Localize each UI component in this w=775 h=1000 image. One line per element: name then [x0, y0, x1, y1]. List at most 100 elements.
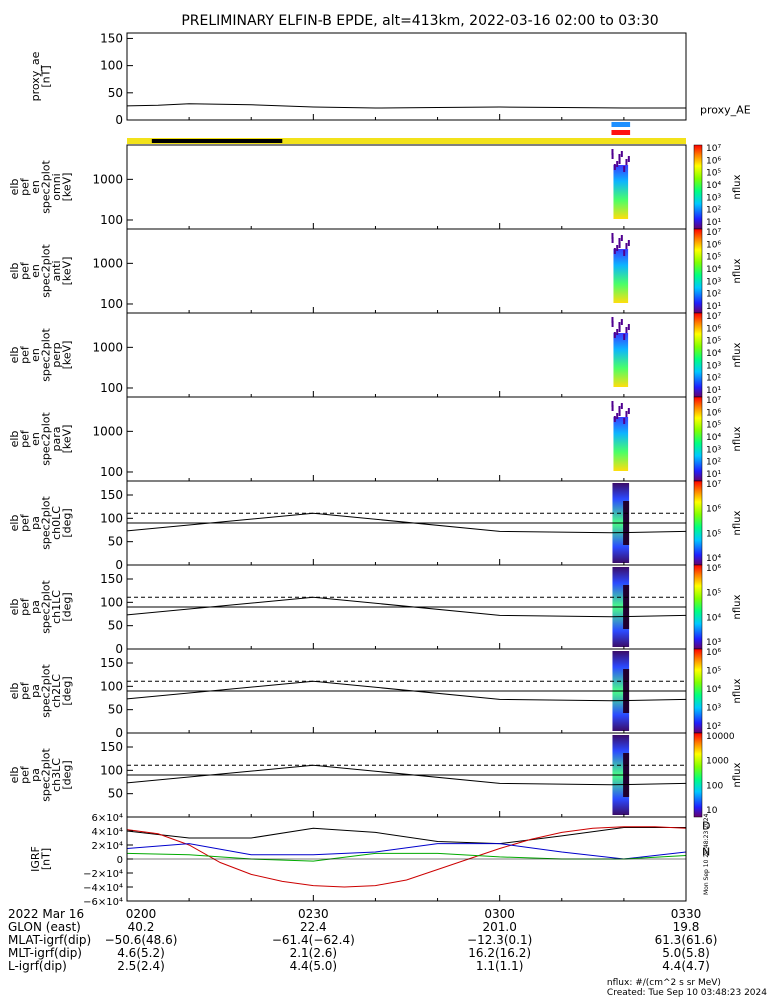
x-row-label-mlt: MLT-igrf(dip)	[8, 946, 82, 960]
spectrogram-speckle	[620, 151, 623, 157]
colorbar-tick-label: 10	[706, 806, 718, 816]
colorbar-tick-label: 10⁵	[706, 529, 721, 539]
panel-pa_ch0LC: 10⁷ 10⁶ 10⁵ 10⁴ nflux 150 100 50 0 elbpefpaspec2p…	[8, 480, 743, 572]
y-axis-label: pef	[18, 429, 31, 448]
spectrogram-speckle	[627, 408, 630, 414]
y-tick-label: −4×10⁴	[83, 883, 123, 894]
y-axis-label: ch1LC	[50, 590, 63, 624]
x-value-date: 0200	[126, 907, 157, 921]
spectrogram-speckle	[627, 324, 630, 330]
spectrogram-speckle	[625, 159, 628, 165]
colorbar-tick-label: 10⁵	[706, 253, 721, 263]
y-axis-label: IGRF	[29, 846, 42, 872]
y-axis-label: [deg]	[60, 760, 73, 789]
spectrogram-speckle	[611, 321, 614, 327]
spectrogram-speckle	[627, 240, 630, 246]
colorbar-tick-label: 10⁴	[706, 265, 721, 275]
figure-title: PRELIMINARY ELFIN-B EPDE, alt=413km, 202…	[181, 13, 658, 29]
y-axis-label: spec2plot	[39, 580, 52, 634]
x-value-glon: 40.2	[128, 920, 155, 934]
x-value-mlt: 4.6(5.2)	[117, 946, 165, 960]
series-line-blue	[126, 843, 687, 860]
y-axis-label: spec2plot	[39, 496, 52, 550]
colorbar-tick-label: 10⁴	[706, 433, 721, 443]
spectrogram-speckle	[611, 149, 614, 155]
y-tick-label: 100	[100, 679, 123, 693]
y-axis-label: en	[29, 432, 42, 446]
spectrogram-speckle	[611, 237, 614, 243]
colorbar-tick-label: 10⁴	[706, 685, 721, 695]
loss-cone-line	[126, 596, 687, 618]
side-stamp: Mon Sep 10 20:48:23 2024	[703, 813, 710, 895]
colorbar	[693, 312, 703, 398]
x-value-glon: 22.4	[300, 920, 327, 934]
colorbar	[693, 732, 703, 818]
loss-cone-line	[126, 764, 687, 786]
spectrogram-data	[613, 417, 629, 471]
colorbar-tick-label: 10²	[706, 290, 721, 300]
colorbar-tick-label: 10⁵	[706, 589, 721, 599]
y-axis-label: spec2plot	[39, 748, 52, 802]
colorbar-label: nflux	[732, 342, 743, 367]
colorbar-tick-label: 10⁷	[706, 312, 721, 322]
y-axis-label: [deg]	[60, 508, 73, 537]
created-note: Created: Tue Sep 10 03:48:23 2024	[606, 988, 767, 998]
colorbar-tick-label: 10³	[706, 638, 721, 648]
y-tick-label: 1000	[92, 172, 123, 186]
y-axis-label: anti	[50, 260, 63, 281]
spectrogram-speckle	[616, 161, 619, 167]
colorbar-tick-label: 10³	[706, 277, 721, 287]
panel-spec_anti: 10⁷ 10⁶ 10⁵ 10⁴ 10³ 10² 10¹ nflux 1000 100 elbpefe…	[8, 228, 743, 314]
spectrogram-speckle	[616, 413, 619, 419]
y-axis-label: omni	[50, 173, 63, 200]
y-tick-label: 0	[115, 558, 123, 572]
y-axis-label: en	[29, 180, 42, 194]
spectrogram-speckle	[611, 233, 614, 239]
y-axis-label: elb	[8, 599, 21, 616]
y-axis-label: elb	[8, 515, 21, 532]
panel-proxy_ae: proxy_AE 150 100 50 0 proxy_ae[nT]	[29, 31, 751, 127]
spectrogram-speckle	[613, 248, 616, 254]
y-tick-label: 100	[100, 213, 123, 227]
spectrogram-speckle	[618, 406, 621, 412]
spectrogram-speckle	[618, 326, 621, 332]
y-axis-label: pef	[18, 513, 31, 532]
y-tick-label: 50	[108, 535, 123, 549]
series-line-red	[126, 826, 687, 888]
x-value-lshell: 4.4(5.0)	[290, 959, 338, 973]
y-tick-label: 1000	[92, 424, 123, 438]
y-tick-label: 100	[100, 297, 123, 311]
loss-cone-line	[126, 680, 687, 702]
x-row-label-mlat: MLAT-igrf(dip)	[8, 933, 91, 947]
colorbar-label: nflux	[732, 762, 743, 787]
colorbar	[693, 396, 703, 482]
y-tick-label: 100	[100, 59, 123, 73]
y-axis-label: [nT]	[39, 65, 52, 87]
colorbar-tick-label: 10¹	[706, 386, 721, 396]
x-value-mlat: −12.3(0.1)	[467, 933, 532, 947]
y-tick-label: 150	[100, 31, 123, 45]
y-axis-label: [nT]	[39, 848, 52, 870]
spectrogram-speckle	[618, 238, 621, 244]
spectrogram-speckle	[627, 156, 630, 162]
state-bar-yellow	[127, 138, 686, 144]
colorbar-label: nflux	[732, 594, 743, 619]
y-tick-label: 50	[108, 619, 123, 633]
colorbar-tick-label: 1000	[706, 757, 729, 767]
spectrogram-speckle	[620, 235, 623, 241]
y-axis-label: perp	[50, 342, 63, 367]
colorbar-tick-label: 10¹	[706, 470, 721, 480]
spectrogram-speckle	[623, 250, 626, 256]
colorbar-label: nflux	[732, 174, 743, 199]
colorbar-tick-label: 10⁵	[706, 337, 721, 347]
y-axis-label: spec2plot	[39, 244, 52, 298]
colorbar-tick-label: 10⁷	[706, 480, 721, 490]
series-line-black	[126, 827, 686, 845]
x-axis: 2022 Mar 16 0200 0230 0300 0330 GLON (east) 40…	[8, 907, 717, 973]
colorbar-tick-label: 10⁶	[706, 156, 721, 166]
y-axis-label: ch0LC	[50, 506, 63, 540]
panel-igrf: DN 6×10⁴ 4×10⁴ 2×10⁴ 0 −2×10⁴ −4×10⁴ −6×10⁴ IGRF…	[29, 813, 711, 908]
y-axis-label: spec2plot	[39, 664, 52, 718]
spectrogram-speckle	[616, 329, 619, 335]
colorbar-tick-label: 10⁶	[706, 648, 721, 658]
